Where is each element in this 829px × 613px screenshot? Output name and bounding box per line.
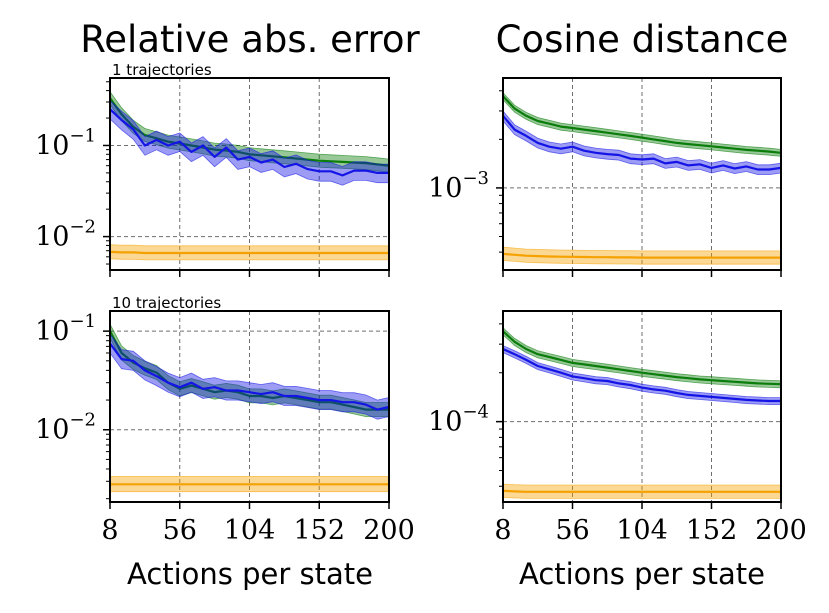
series-line-green [503,95,781,154]
x-tick-label: 200 [755,515,807,546]
panels: 10−1 10−2 1 trajectories 10−3 8 56 104 152 200 10… [35,61,807,546]
series-line-blue [503,115,781,171]
series-line-orange [110,250,389,255]
y-tick-label: 10−3 [428,168,489,204]
x-tick-label: 56 [163,515,197,546]
series-line-blue [110,342,389,411]
x-axis-label-right: Actions per state [519,557,765,591]
plot-area [110,91,389,261]
column-title-left: Relative abs. error [80,18,420,61]
series-band-blue [503,345,781,406]
y-tick-label: 10−4 [428,402,489,438]
series-line-orange [503,489,781,493]
x-tick-label: 152 [293,515,345,546]
series-band-blue [110,99,389,186]
x-tick-label: 8 [494,515,511,546]
panel-annotation: 10 trajectories [112,294,221,312]
plot-area [503,327,781,499]
x-axis-label-left: Actions per state [127,557,373,591]
y-tick-label: 10−2 [35,217,96,253]
panel-4: 8 56 104 152 200 10−4 [428,310,807,546]
panel-2: 10−3 [428,77,782,277]
series-band-green [110,323,389,418]
series-band-blue [110,333,389,420]
x-tick-label: 56 [555,515,589,546]
series-band-green [503,327,781,389]
panel-3: 8 56 104 152 200 10−1 10−2 10 trajectories [35,294,415,546]
x-tick-label: 152 [686,515,738,546]
panel-annotation: 1 trajectories [112,61,212,79]
y-tick-label: 10−2 [35,410,96,446]
series-line-green [110,330,389,411]
y-tick-label: 10−1 [35,125,96,161]
plot-area [503,92,781,265]
panel-1: 10−1 10−2 1 trajectories [35,61,390,277]
plot-area [110,323,389,493]
column-title-right: Cosine distance [496,18,789,61]
series-band-orange [503,246,781,265]
series-line-green [503,330,781,386]
x-tick-label: 104 [224,515,276,546]
y-tick-label: 10−1 [35,311,96,347]
series-line-blue [110,108,389,177]
x-tick-label: 200 [363,515,415,546]
x-tick-label: 104 [616,515,668,546]
x-tick-label: 8 [101,515,118,546]
